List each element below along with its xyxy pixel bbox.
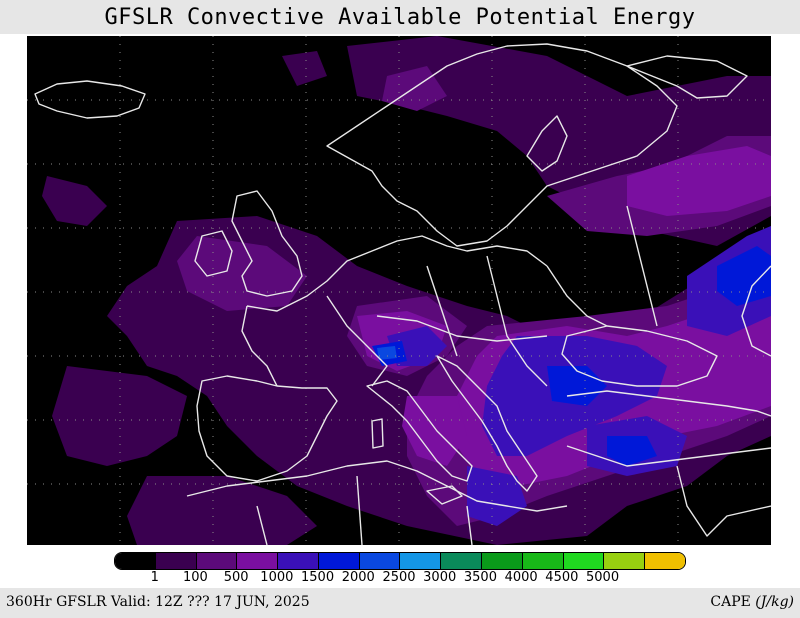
- italy-coastline: [366, 380, 473, 482]
- footer-bar: 360Hr GFSLR Valid: 12Z ??? 17 JUN, 2025 …: [0, 588, 800, 618]
- cape-region: [717, 246, 771, 306]
- colorbar-swatch: [400, 553, 442, 569]
- balkan-coastline: [436, 355, 538, 492]
- colorbar-tick-label: 2500: [382, 570, 416, 585]
- variable-units-label: CAPE (J/kg): [710, 594, 794, 610]
- france-atlantic-coastline: [241, 305, 278, 387]
- colorbar-swatch: [196, 553, 238, 569]
- colorbar-tick-label: 2000: [341, 570, 375, 585]
- sicily-coastline: [426, 485, 463, 505]
- colorbar-swatch: [441, 553, 483, 569]
- colorbar: [114, 552, 686, 570]
- variable-units: (J/kg): [755, 594, 794, 610]
- iceland-coastline: [34, 80, 146, 119]
- country-border: [626, 205, 658, 327]
- coastlines: [34, 43, 771, 545]
- sardinia-coastline: [371, 418, 384, 449]
- cape-shading: [42, 36, 771, 545]
- valid-time-label: 360Hr GFSLR Valid: 12Z ??? 17 JUN, 2025: [6, 594, 310, 610]
- colorbar-tick-label: 1: [150, 570, 159, 585]
- colorbar-swatch: [359, 553, 401, 569]
- colorbar-tick-label: 100: [183, 570, 208, 585]
- country-border: [486, 255, 548, 387]
- country-border: [356, 475, 363, 545]
- country-border: [426, 265, 458, 357]
- cape-region: [52, 366, 187, 466]
- colorbar-swatch: [278, 553, 319, 569]
- colorbar-tick-label: 3000: [423, 570, 457, 585]
- cape-region: [402, 396, 467, 466]
- colorbar-swatch: [155, 553, 197, 569]
- colorbar-swatch: [482, 553, 523, 569]
- ireland-coastline: [194, 230, 233, 277]
- colorbar-swatch: [115, 553, 156, 569]
- map-title: GFSLR Convective Available Potential Ene…: [104, 4, 696, 30]
- country-border: [256, 505, 268, 545]
- colorbar-tick-label: 4000: [504, 570, 538, 585]
- country-border: [676, 465, 771, 537]
- country-border: [466, 505, 473, 545]
- cape-region: [607, 436, 657, 466]
- colorbar-swatch: [604, 553, 646, 569]
- cape-region: [467, 466, 527, 526]
- cape-map: [27, 36, 771, 545]
- cape-region: [377, 346, 397, 360]
- colorbar-swatch: [318, 553, 360, 569]
- north-africa-coastline: [186, 460, 568, 512]
- variable-name: CAPE: [710, 594, 751, 610]
- great-britain-coastline: [231, 190, 303, 297]
- colorbar-tick-label: 1500: [301, 570, 335, 585]
- gulf-of-bothnia-coastline: [526, 115, 568, 172]
- cape-region: [627, 146, 771, 216]
- country-border: [546, 265, 608, 327]
- colorbar-tick-label: 3500: [463, 570, 497, 585]
- colorbar-swatch: [563, 553, 605, 569]
- cape-region: [127, 476, 317, 545]
- colorbar-tick-label: 500: [223, 570, 249, 585]
- caspian-coastline: [741, 265, 771, 357]
- country-border: [326, 295, 388, 387]
- country-border: [376, 315, 548, 342]
- north-coast-continent: [246, 235, 548, 312]
- map-title-bar: GFSLR Convective Available Potential Ene…: [0, 0, 800, 34]
- cape-region: [42, 176, 107, 226]
- iberia-coastline: [196, 375, 338, 482]
- cape-region: [547, 366, 607, 406]
- colorbar-legend: 1 100 500 1000 1500 2000 2500 3000 3500 4000 4500 5…: [0, 548, 800, 588]
- colorbar-swatch: [237, 553, 279, 569]
- cape-region: [282, 51, 327, 86]
- colorbar-tick-label: 4500: [545, 570, 579, 585]
- colorbar-labels: 1 100 500 1000 1500 2000 2500 3000 3500 4000 4500 5…: [0, 570, 800, 586]
- colorbar-swatch: [522, 553, 564, 569]
- colorbar-tick-label: 5000: [586, 570, 620, 585]
- scandinavia-coastline: [326, 43, 678, 247]
- colorbar-tick-label: 1000: [260, 570, 294, 585]
- colorbar-swatch: [645, 553, 685, 569]
- turkey-south-coastline: [566, 445, 771, 467]
- kola-coastline: [626, 55, 748, 99]
- turkey-north-coastline: [566, 390, 771, 417]
- cape-region: [177, 236, 307, 311]
- cape-map-canvas: [27, 36, 771, 545]
- black-sea-coastline: [561, 325, 718, 387]
